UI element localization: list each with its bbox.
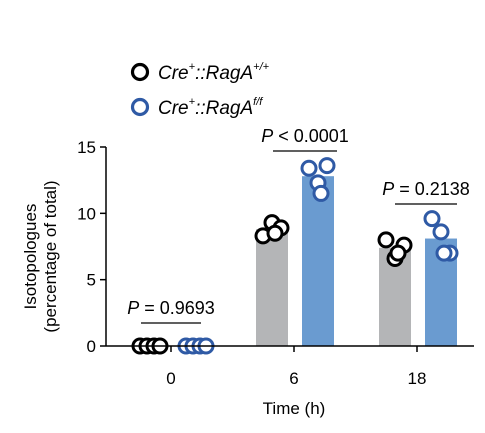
data-point — [423, 210, 441, 228]
legend-label: Cre+::RagAf/f — [158, 96, 263, 119]
data-point — [432, 223, 450, 241]
legend: Cre+::RagA+/+Cre+::RagAf/f — [130, 61, 270, 119]
legend-label-mid: ::RagA — [195, 98, 253, 119]
legend-label-sup: + — [189, 61, 196, 73]
p-value-symbol: P — [382, 179, 394, 199]
bar — [256, 229, 288, 346]
y-tick-label: 15 — [77, 138, 96, 157]
p-value-label: P < 0.0001 — [261, 126, 349, 146]
data-points — [131, 157, 459, 355]
p-value-text: < 0.0001 — [273, 126, 349, 146]
legend-label: Cre+::RagA+/+ — [158, 61, 270, 84]
y-axis-title-line1: Isotopologues — [21, 204, 40, 310]
p-value-label: P = 0.2138 — [382, 179, 470, 199]
y-tick-label: 10 — [77, 204, 96, 223]
legend-label-mid: ::RagA — [195, 63, 253, 84]
p-value-label: P = 0.9693 — [127, 298, 215, 318]
legend-label-sup: f/f — [253, 96, 263, 108]
data-point — [312, 184, 330, 202]
legend-marker — [130, 62, 150, 82]
y-axis-title-line2: (percentage of total) — [41, 180, 60, 332]
legend-label-main: Cre — [158, 63, 189, 84]
legend-label-sup: +/+ — [253, 61, 269, 73]
legend-marker — [130, 97, 150, 117]
p-value-text: = 0.9693 — [139, 298, 215, 318]
y-tick-label: 5 — [87, 271, 96, 290]
x-tick-label: 0 — [166, 369, 175, 388]
x-axis-title: Time (h) — [263, 399, 326, 418]
data-point — [318, 157, 336, 175]
data-point — [300, 159, 318, 177]
x-tick-label: 6 — [289, 369, 298, 388]
p-value-text: = 0.2138 — [394, 179, 470, 199]
p-value-symbol: P — [261, 126, 273, 146]
y-tick-label: 0 — [87, 337, 96, 356]
axes: 0 5 10 15 0 6 18 Time (h) Isotopologues (percenta… — [21, 138, 474, 418]
data-point — [389, 244, 407, 262]
data-point — [266, 224, 284, 242]
bar — [302, 176, 334, 346]
p-value-symbol: P — [127, 298, 139, 318]
data-point — [435, 244, 453, 262]
bars — [256, 176, 457, 346]
x-tick-label: 18 — [408, 369, 427, 388]
legend-label-sup: + — [189, 96, 196, 108]
data-point — [377, 231, 395, 249]
legend-label-main: Cre — [158, 98, 189, 119]
